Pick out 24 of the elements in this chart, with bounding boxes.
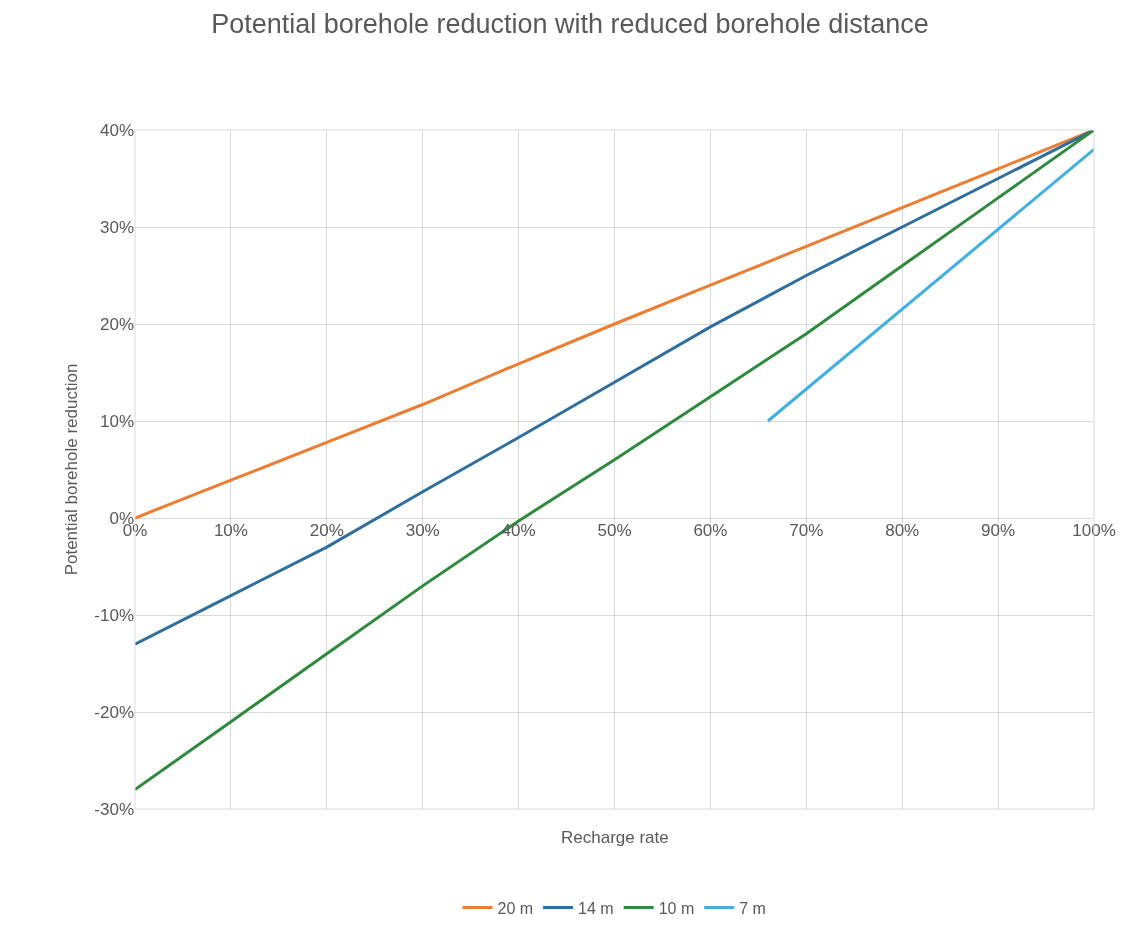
x-tick-label: 20% — [309, 521, 344, 540]
legend-label: 10 m — [658, 899, 695, 917]
chart-title: Potential borehole reduction with reduced borehole distance — [211, 8, 929, 39]
x-tick-label: 50% — [597, 521, 632, 540]
legend-label: 20 m — [497, 899, 534, 917]
x-tick-label: 100% — [1072, 521, 1116, 540]
y-tick-label: 40% — [99, 120, 134, 140]
y-tick-label: 10% — [99, 411, 134, 431]
y-tick-label: -10% — [94, 605, 134, 625]
x-tick-label: 10% — [213, 521, 248, 540]
x-tick-label: 30% — [405, 521, 440, 540]
y-tick-label: 20% — [99, 314, 134, 334]
x-tick-label: 70% — [789, 521, 824, 540]
y-tick-label: -30% — [94, 799, 134, 819]
x-tick-label: 40% — [501, 521, 536, 540]
x-axis-title: Recharge rate — [561, 828, 669, 847]
y-tick-label: 30% — [99, 217, 134, 237]
legend-label: 7 m — [739, 899, 766, 917]
legend-label: 14 m — [578, 899, 614, 917]
x-tick-label: 80% — [885, 521, 920, 540]
x-tick-label: 60% — [693, 521, 728, 540]
x-tick-label: 90% — [981, 521, 1016, 540]
y-tick-label: -20% — [94, 702, 134, 722]
y-axis-title: Potential borehole reduction — [61, 363, 81, 576]
